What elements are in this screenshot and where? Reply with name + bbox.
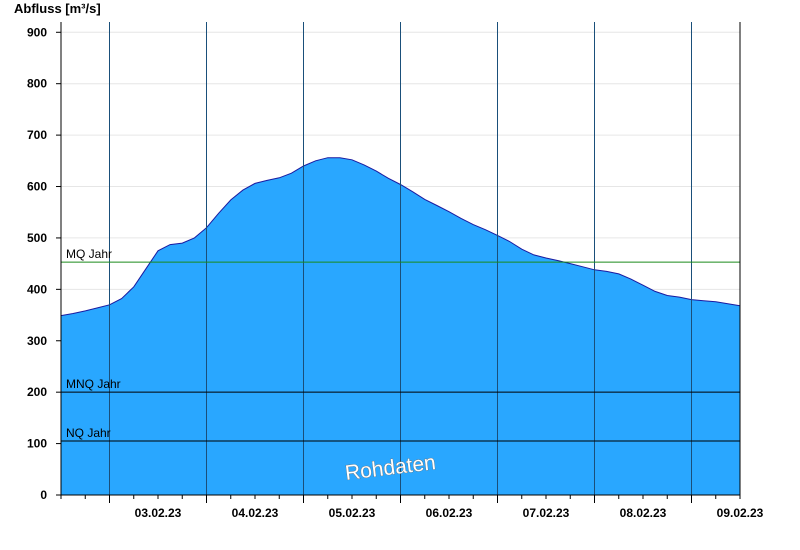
reference-lines: MQ Jahr MNQ Jahr NQ Jahr (61, 247, 740, 442)
y-tick-label: 700 (27, 128, 47, 142)
x-tick-label: 03.02.23 (135, 506, 182, 520)
x-tick-label: 05.02.23 (329, 506, 376, 520)
x-tick-label: 08.02.23 (620, 506, 667, 520)
x-tick-label: 04.02.23 (232, 506, 279, 520)
y-tick-label: 300 (27, 334, 47, 348)
y-tick-label: 900 (27, 25, 47, 39)
reference-line-label: MNQ Jahr (66, 377, 121, 391)
x-tick-label: 09.02.23 (717, 506, 764, 520)
reference-line-label: MQ Jahr (66, 247, 112, 261)
y-tick-label: 0 (40, 488, 47, 502)
x-tick-label: 06.02.23 (426, 506, 473, 520)
reference-line-label: NQ Jahr (66, 426, 111, 440)
y-tick-label: 500 (27, 231, 47, 245)
y-tick-label: 600 (27, 180, 47, 194)
axes: 0 100 200 300 400 500 600 700 800 900 03.02.23 04.0… (27, 22, 764, 520)
y-tick-label: 100 (27, 437, 47, 451)
y-axis-label: Abfluss [m³/s] (14, 1, 101, 16)
x-tick-label: 07.02.23 (523, 506, 570, 520)
y-tick-label: 400 (27, 282, 47, 296)
day-separators (109, 22, 692, 495)
y-tick-label: 800 (27, 77, 47, 91)
y-tick-label: 200 (27, 385, 47, 399)
